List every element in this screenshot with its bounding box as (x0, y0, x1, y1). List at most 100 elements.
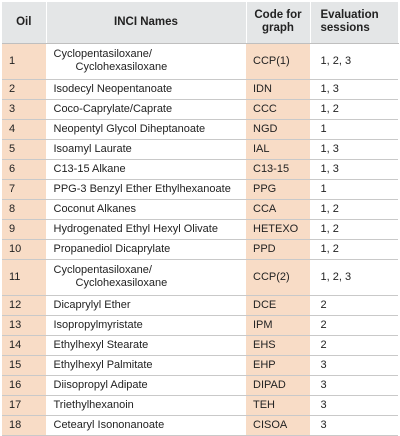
inci-name-line: Isopropylmyristate (53, 318, 143, 331)
cell-inci-name: Propanediol Dicaprylate (46, 239, 246, 260)
table-row: 4 Neopentyl Glycol Diheptanoate NGD 1 (2, 119, 398, 140)
cell-inci-name: Isoamyl Laurate (46, 139, 246, 160)
cell-oil: 11 (2, 259, 47, 296)
inci-name-line: Hydrogenated Ethyl Hexyl Olivate (53, 222, 218, 235)
cell-inci-name: Isodecyl Neopentanoate (46, 79, 246, 100)
cell-evaluation-sessions: 3 (310, 415, 398, 436)
cell-code: DIPAD (246, 375, 311, 396)
cell-evaluation-sessions: 1, 2 (310, 199, 398, 220)
header-inci-names: INCI Names (46, 2, 247, 44)
cell-inci-name: PPG-3 Benzyl Ether Ethylhexanoate (46, 179, 246, 200)
cell-code: IAL (246, 139, 311, 160)
table-row: 16 Diisopropyl Adipate DIPAD 3 (2, 375, 398, 396)
cell-inci-name: Cyclopentasiloxane/Cyclohexasiloxane (46, 259, 246, 296)
inci-name-line: Coco-Caprylate/Caprate (53, 102, 173, 115)
inci-name-line: Triethylhexanoin (53, 398, 134, 411)
cell-code: EHS (246, 335, 311, 356)
table-row: 17 Triethylhexanoin TEH 3 (2, 395, 398, 416)
cell-evaluation-sessions: 2 (310, 315, 398, 336)
cell-code: TEH (246, 395, 311, 416)
cell-inci-name: Triethylhexanoin (46, 395, 246, 416)
cell-code: IDN (246, 79, 311, 100)
table-row: 1 Cyclopentasiloxane/Cyclohexasiloxane CCP… (2, 43, 398, 80)
cell-inci-name: Cyclopentasiloxane/Cyclohexasiloxane (46, 43, 246, 80)
inci-name-line: Cyclohexasiloxane (75, 277, 168, 289)
cell-oil: 4 (2, 119, 47, 140)
cell-code: CCA (246, 199, 311, 220)
cell-evaluation-sessions: 3 (310, 355, 398, 376)
cell-code: DCE (246, 295, 311, 316)
inci-name-line: Propanediol Dicaprylate (53, 242, 171, 255)
cell-oil: 2 (2, 79, 47, 100)
header-evaluation-sessions: Evaluation sessions (310, 2, 399, 44)
inci-name-line: Dicaprylyl Ether (53, 298, 131, 311)
cell-evaluation-sessions: 1 (310, 119, 398, 140)
inci-name-line: Cyclopentasiloxane/ (53, 264, 152, 276)
cell-code: CCP(2) (246, 259, 311, 296)
inci-name-line: PPG-3 Benzyl Ether Ethylhexanoate (53, 182, 231, 195)
cell-oil: 16 (2, 375, 47, 396)
inci-name-line: Cetearyl Isononanoate (53, 418, 165, 431)
cell-inci-name: Ethylhexyl Palmitate (46, 355, 246, 376)
cell-evaluation-sessions: 1, 2 (310, 239, 398, 260)
cell-oil: 17 (2, 395, 47, 416)
cell-code: CCC (246, 99, 311, 120)
cell-code: IPM (246, 315, 311, 336)
cell-code: EHP (246, 355, 311, 376)
header-oil: Oil (2, 2, 47, 44)
table-row: 3 Coco-Caprylate/Caprate CCC 1, 2 (2, 99, 398, 120)
table-row: 18 Cetearyl Isononanoate CISOA 3 (2, 415, 398, 436)
table-row: 8 Coconut Alkanes CCA 1, 2 (2, 199, 398, 220)
cell-oil: 9 (2, 219, 47, 240)
cell-code: PPD (246, 239, 311, 260)
table-row: 7 PPG-3 Benzyl Ether Ethylhexanoate PPG 1 (2, 179, 398, 200)
inci-name-line: Cyclohexasiloxane (75, 61, 168, 73)
cell-evaluation-sessions: 2 (310, 295, 398, 316)
cell-evaluation-sessions: 1, 2, 3 (310, 43, 398, 80)
cell-oil: 13 (2, 315, 47, 336)
cell-evaluation-sessions: 1, 3 (310, 159, 398, 180)
cell-code: C13-15 (246, 159, 311, 180)
table-body: 1 Cyclopentasiloxane/Cyclohexasiloxane CCP… (2, 43, 398, 436)
cell-oil: 6 (2, 159, 47, 180)
cell-inci-name: Coco-Caprylate/Caprate (46, 99, 246, 120)
cell-oil: 18 (2, 415, 47, 436)
table-row: 14 Ethylhexyl Stearate EHS 2 (2, 335, 398, 356)
inci-name-line: Ethylhexyl Stearate (53, 338, 149, 351)
cell-inci-name: Cetearyl Isononanoate (46, 415, 246, 436)
cell-oil: 7 (2, 179, 47, 200)
cell-oil: 14 (2, 335, 47, 356)
cell-evaluation-sessions: 3 (310, 395, 398, 416)
cell-code: PPG (246, 179, 311, 200)
table-row: 15 Ethylhexyl Palmitate EHP 3 (2, 355, 398, 376)
table-header-row: Oil INCI Names Code for graph Evaluation… (2, 2, 399, 44)
cell-evaluation-sessions: 1, 2 (310, 99, 398, 120)
cell-evaluation-sessions: 1 (310, 179, 398, 200)
cell-oil: 15 (2, 355, 47, 376)
cell-evaluation-sessions: 2 (310, 335, 398, 356)
cell-inci-name: Hydrogenated Ethyl Hexyl Olivate (46, 219, 246, 240)
header-code-for-graph: Code for graph (246, 2, 311, 44)
cell-oil: 3 (2, 99, 47, 120)
table-row: 12 Dicaprylyl Ether DCE 2 (2, 295, 398, 316)
table-row: 2 Isodecyl Neopentanoate IDN 1, 3 (2, 79, 398, 100)
inci-name-line: Cyclopentasiloxane/ (53, 48, 152, 60)
inci-name-line: Isoamyl Laurate (53, 142, 132, 155)
cell-oil: 8 (2, 199, 47, 220)
table-row: 9 Hydrogenated Ethyl Hexyl Olivate HETEXO 1… (2, 219, 398, 240)
cell-inci-name: Ethylhexyl Stearate (46, 335, 246, 356)
cell-inci-name: C13-15 Alkane (46, 159, 246, 180)
cell-code: CCP(1) (246, 43, 311, 80)
inci-name-line: Isodecyl Neopentanoate (53, 82, 173, 95)
cell-evaluation-sessions: 1, 2 (310, 219, 398, 240)
inci-name-line: Coconut Alkanes (53, 202, 137, 215)
cell-oil: 10 (2, 239, 47, 260)
table-row: 5 Isoamyl Laurate IAL 1, 3 (2, 139, 398, 160)
inci-name-line: C13-15 Alkane (53, 162, 126, 175)
cell-code: HETEXO (246, 219, 311, 240)
inci-name-line: Neopentyl Glycol Diheptanoate (53, 122, 206, 135)
cell-inci-name: Isopropylmyristate (46, 315, 246, 336)
cell-inci-name: Dicaprylyl Ether (46, 295, 246, 316)
